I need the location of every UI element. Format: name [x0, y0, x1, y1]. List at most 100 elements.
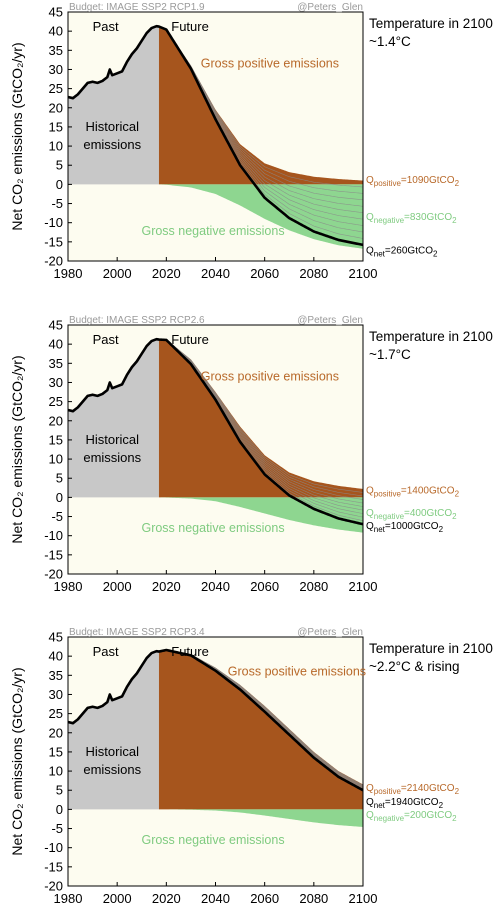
y-tick-label: -20 [44, 254, 63, 269]
q-negative-annotation: Qnegative=400GtCO2 [366, 508, 457, 521]
chart-panel-1: -20 -15 -10 -5 0 5 10 15 20 25 30 35 40 45 1980 2000 202… [9, 2, 493, 281]
chart-panel-3: -20 -15 -10 -5 0 5 10 15 20 25 30 35 40 45 1980 2000 202… [9, 627, 493, 906]
q-negative-annotation-symbol: Q [366, 508, 374, 519]
net-emissions-line [67, 24, 364, 247]
q-positive-annotation-value: =1090GtCO [401, 175, 455, 186]
q-positive-annotation: Qpositive=2140GtCO2 [366, 783, 460, 796]
q-positive-annotation-subscript: positive [374, 179, 402, 188]
q-negative-annotation-value: =200GtCO [404, 810, 452, 821]
q-net-annotation-co2-subscript: 2 [433, 249, 438, 258]
q-net-annotation-subscript: net [374, 249, 386, 258]
x-tick-label: 2080 [299, 266, 328, 281]
future-label: Future [171, 644, 209, 659]
x-tick-label: 2040 [201, 266, 230, 281]
q-positive-annotation-co2-subscript: 2 [455, 787, 460, 796]
y-tick-label: 25 [49, 394, 63, 409]
budget-subtitle: Budget: IMAGE SSP2 RCP1.9 [69, 2, 205, 13]
q-positive-annotation-symbol: Q [366, 783, 374, 794]
y-tick-label: 35 [49, 43, 63, 58]
historical-label: Historical [86, 744, 140, 759]
gross-positive-area [158, 26, 363, 185]
y-tick-label: -5 [51, 509, 63, 524]
y-tick-label: 15 [49, 432, 63, 447]
y-tick-label: 5 [56, 471, 63, 486]
q-positive-annotation: Qpositive=1400GtCO2 [366, 486, 460, 499]
q-negative-annotation-symbol: Q [366, 212, 374, 223]
gross-negative-area [158, 184, 363, 249]
q-net-annotation-subscript: net [374, 525, 386, 534]
q-negative-annotation-subscript: negative [374, 512, 405, 521]
y-tick-label: 45 [49, 318, 63, 333]
net-emissions-line [67, 337, 364, 526]
q-negative-annotation: Qnegative=830GtCO2 [366, 212, 457, 225]
y-tick-label: 40 [49, 24, 63, 39]
q-net-annotation-co2-subscript: 2 [439, 801, 444, 810]
y-tick-label: 10 [49, 764, 63, 779]
budget-subtitle: Budget: IMAGE SSP2 RCP3.4 [69, 627, 205, 638]
x-tick-label: 2060 [250, 266, 279, 281]
y-tick-label: 25 [49, 706, 63, 721]
y-tick-label: 30 [49, 62, 63, 77]
q-net-annotation: Qnet=260GtCO2 [366, 245, 438, 258]
y-tick-label: 15 [49, 119, 63, 134]
y-tick-label: 5 [56, 158, 63, 173]
y-tick-label: 40 [49, 649, 63, 664]
past-label: Past [93, 644, 119, 659]
x-tick-label: 2080 [299, 891, 328, 906]
historical-area [68, 339, 159, 498]
x-tick-label: 2080 [299, 579, 328, 594]
y-axis-label: Net CO₂ emissions (GtCO₂/yr) [9, 355, 25, 543]
historical-label: Historical [86, 432, 140, 447]
temperature-value: ~1.4°C [369, 34, 411, 49]
gross-negative-label: Gross negative emissions [141, 224, 284, 238]
y-tick-label: 45 [49, 5, 63, 20]
temperature-value: ~2.2°C & rising [369, 659, 460, 674]
historical-label: emissions [83, 137, 141, 152]
y-tick-label: 35 [49, 356, 63, 371]
gross-negative-area [158, 497, 363, 533]
y-tick-label: -10 [44, 215, 63, 230]
q-positive-annotation-subscript: positive [374, 787, 402, 796]
q-negative-annotation: Qnegative=200GtCO2 [366, 810, 457, 823]
chart-panel-2: -20 -15 -10 -5 0 5 10 15 20 25 30 35 40 45 1980 2000 202… [9, 315, 493, 594]
gross-positive-area [158, 339, 363, 498]
historical-area [68, 651, 159, 810]
q-negative-annotation-subscript: negative [374, 216, 405, 225]
q-positive-annotation-value: =1400GtCO [401, 486, 455, 497]
historical-label: emissions [83, 450, 141, 465]
q-positive-annotation-co2-subscript: 2 [455, 490, 460, 499]
y-tick-label: -10 [44, 840, 63, 855]
y-tick-label: 10 [49, 139, 63, 154]
q-net-annotation-value: =260GtCO [385, 245, 433, 256]
q-negative-annotation-symbol: Q [366, 810, 374, 821]
y-tick-label: 20 [49, 100, 63, 115]
y-tick-label: -20 [44, 567, 63, 582]
q-net-annotation-value: =1940GtCO [385, 797, 439, 808]
y-tick-label: 15 [49, 744, 63, 759]
historical-area [68, 26, 159, 185]
y-tick-label: 0 [56, 177, 63, 192]
y-tick-label: 45 [49, 630, 63, 645]
x-tick-label: 2000 [103, 891, 132, 906]
gross-positive-label: Gross positive emissions [201, 370, 339, 384]
gross-negative-area [158, 809, 363, 828]
q-negative-annotation-value: =830GtCO [404, 212, 452, 223]
y-tick-label: -5 [51, 821, 63, 836]
y-tick-label: 0 [56, 802, 63, 817]
x-tick-label: 1980 [54, 579, 83, 594]
future-label: Future [171, 19, 209, 34]
q-net-annotation-subscript: net [374, 801, 386, 810]
q-negative-annotation-co2-subscript: 2 [452, 216, 457, 225]
q-positive-annotation-co2-subscript: 2 [455, 179, 460, 188]
q-net-annotation: Qnet=1000GtCO2 [366, 521, 444, 534]
y-tick-label: -15 [44, 859, 63, 874]
q-positive-annotation-value: =2140GtCO [401, 783, 455, 794]
q-negative-annotation-co2-subscript: 2 [452, 814, 457, 823]
q-net-annotation-co2-subscript: 2 [439, 525, 444, 534]
q-net-annotation: Qnet=1940GtCO2 [366, 797, 444, 810]
y-tick-label: 20 [49, 725, 63, 740]
q-net-annotation-value: =1000GtCO [385, 521, 439, 532]
temperature-title: Temperature in 2100 [369, 329, 493, 344]
q-positive-annotation-symbol: Q [366, 486, 374, 497]
y-tick-label: 5 [56, 783, 63, 798]
